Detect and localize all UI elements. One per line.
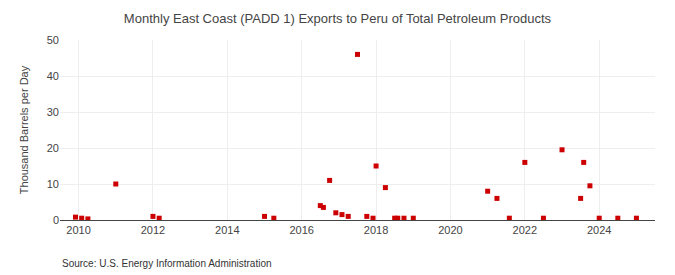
svg-text:Thousand Barrels per Day: Thousand Barrels per Day — [18, 65, 30, 194]
svg-text:20: 20 — [47, 142, 59, 154]
svg-text:2018: 2018 — [364, 224, 388, 236]
svg-text:40: 40 — [47, 70, 59, 82]
svg-text:Monthly East Coast (PADD 1) Ex: Monthly East Coast (PADD 1) Exports to P… — [124, 11, 552, 26]
svg-text:30: 30 — [47, 106, 59, 118]
svg-text:2012: 2012 — [141, 224, 165, 236]
svg-text:2022: 2022 — [513, 224, 537, 236]
svg-text:2020: 2020 — [438, 224, 462, 236]
svg-text:Source: U.S. Energy Informatio: Source: U.S. Energy Information Administ… — [62, 258, 272, 269]
svg-text:0: 0 — [53, 214, 59, 226]
svg-text:10: 10 — [47, 178, 59, 190]
svg-text:2014: 2014 — [215, 224, 239, 236]
svg-text:2010: 2010 — [66, 224, 90, 236]
svg-text:2016: 2016 — [289, 224, 313, 236]
svg-text:50: 50 — [47, 34, 59, 46]
svg-text:2024: 2024 — [587, 224, 611, 236]
